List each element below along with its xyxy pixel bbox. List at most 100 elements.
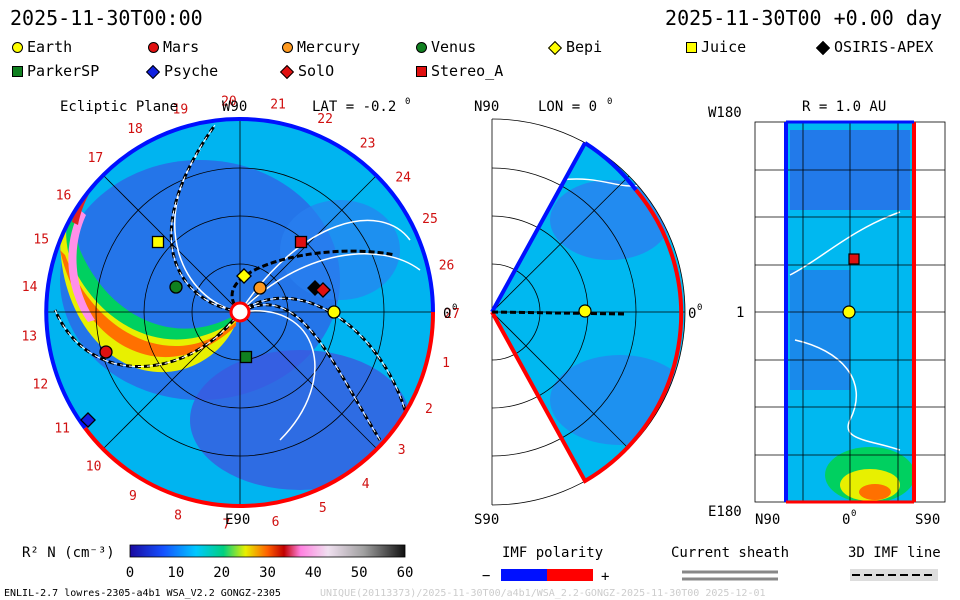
legend-label: Psyche bbox=[164, 62, 219, 80]
sector-number: 6 bbox=[272, 515, 280, 530]
ecliptic-panel: 20 21222324252627123456789101112131415161… bbox=[21, 94, 459, 532]
radial-earth-marker bbox=[842, 305, 856, 319]
sector-number: 13 bbox=[21, 329, 37, 344]
sector-number: 8 bbox=[174, 509, 182, 524]
colorbar-tick: 50 bbox=[351, 565, 368, 581]
ecliptic-right-label: 0 bbox=[443, 306, 451, 322]
meridional-bottom-label: S90 bbox=[474, 512, 499, 528]
ecliptic-top-label: W90 bbox=[222, 99, 247, 115]
meridional-edge-top bbox=[490, 142, 587, 313]
imf-title: IMF polarity bbox=[502, 545, 603, 561]
meridional-rim-neg bbox=[583, 141, 638, 192]
meridional-right-degree: 0 bbox=[697, 303, 702, 313]
legend-item-psyche: Psyche bbox=[145, 62, 219, 80]
legend-marker-circle-icon bbox=[282, 42, 293, 53]
left-timestamp: 2025-11-30T00:00 bbox=[10, 6, 203, 30]
sector-number: 19 bbox=[173, 103, 189, 118]
sector-number: 5 bbox=[319, 501, 327, 516]
colorbar-tick: 30 bbox=[259, 565, 276, 581]
radial-bottom-left-label: E180 bbox=[708, 504, 742, 520]
sector-number: 2 bbox=[425, 402, 433, 417]
sector-number: 4 bbox=[362, 477, 370, 492]
legend-item-venus: Venus bbox=[416, 38, 476, 56]
footer-left: ENLIL-2.7 lowres-2305-a4b1 WSA_V2.2 GONG… bbox=[4, 588, 281, 599]
radial-axis-0: 0 bbox=[842, 512, 850, 528]
rim-negative-2 bbox=[239, 117, 435, 313]
sector-number: 20 bbox=[221, 94, 237, 109]
sector-number: 12 bbox=[33, 377, 49, 392]
legend-label: Earth bbox=[27, 38, 73, 56]
legend-item-osiris-apex: OSIRIS-APEX bbox=[815, 38, 934, 56]
sector-number: 25 bbox=[422, 212, 438, 227]
legend-marker-circle-icon bbox=[12, 42, 23, 53]
marker-psyche bbox=[80, 412, 96, 428]
marker-solo bbox=[315, 282, 331, 298]
ecliptic-lat-label: LAT = -0.2 bbox=[312, 99, 396, 115]
meridional-panel bbox=[490, 118, 686, 506]
legend-label: Mars bbox=[163, 38, 200, 56]
ecliptic-right-degree: 0 bbox=[452, 303, 457, 313]
sector-number: 7 bbox=[223, 518, 231, 533]
rim-negative bbox=[44, 116, 241, 430]
radial-axis-degree: 0 bbox=[851, 509, 856, 519]
ecliptic-bottom-label: E90 bbox=[225, 512, 250, 528]
legend-item-stereo-a: Stereo_A bbox=[416, 62, 503, 80]
marker-mercury bbox=[253, 281, 267, 295]
legend-label: ParkerSP bbox=[27, 62, 100, 80]
meridional-top-label: N90 bbox=[474, 99, 499, 115]
meridional-imf-line bbox=[491, 310, 626, 316]
right-timestamp: 2025-11-30T00 +0.00 day bbox=[665, 6, 942, 30]
current-sheath-title: Current sheath bbox=[671, 545, 789, 561]
colorbar-label: R² N (cm⁻³) bbox=[22, 545, 115, 561]
imf-positive-swatch bbox=[547, 569, 593, 581]
sector-number: 15 bbox=[33, 232, 49, 247]
sector-number: 26 bbox=[439, 258, 455, 273]
legend-marker-circle-icon bbox=[416, 42, 427, 53]
sector-number: 22 bbox=[317, 112, 333, 127]
marker-mars bbox=[99, 345, 113, 359]
marker-parkersp bbox=[239, 350, 253, 364]
lat-degree: 0 bbox=[405, 97, 410, 107]
radial-axis-n90: N90 bbox=[755, 512, 780, 528]
meridional-right-label: 0 bbox=[688, 306, 696, 322]
radial-axis-s90: S90 bbox=[915, 512, 940, 528]
radial-top-left-label: W180 bbox=[708, 105, 742, 121]
ecliptic-title: Ecliptic Plane bbox=[60, 99, 178, 115]
sector-number: 11 bbox=[54, 421, 70, 436]
legend-label: OSIRIS-APEX bbox=[834, 38, 934, 56]
legend-label: Venus bbox=[431, 38, 477, 56]
sector-number: 17 bbox=[88, 151, 104, 166]
legend-marker-square-icon bbox=[686, 42, 697, 53]
colorbar-tick: 20 bbox=[213, 565, 230, 581]
sector-number: 3 bbox=[398, 443, 406, 458]
imf-plus: + bbox=[601, 569, 609, 585]
legend-marker-circle-icon bbox=[148, 42, 159, 53]
ecliptic-density bbox=[60, 160, 410, 490]
meridional-earth-marker bbox=[578, 304, 592, 318]
radial-mid-left-label: 1 bbox=[736, 305, 744, 321]
sector-number: 9 bbox=[129, 489, 137, 504]
meridional-lon-label: LON = 0 bbox=[538, 99, 597, 115]
legend-label: Bepi bbox=[566, 38, 603, 56]
imf-negative-swatch bbox=[501, 569, 547, 581]
legend-marker-square-icon bbox=[416, 66, 427, 77]
colorbar-tick: 10 bbox=[167, 565, 184, 581]
sector-number: 24 bbox=[395, 171, 411, 186]
sector-number: 27 bbox=[444, 307, 460, 322]
legend-marker-square-icon bbox=[12, 66, 23, 77]
legend-item-bepi: Bepi bbox=[547, 38, 603, 56]
sector-number: 16 bbox=[56, 188, 72, 203]
marker-earth bbox=[327, 305, 341, 319]
marker-bepi bbox=[236, 268, 252, 284]
legend-label: Stereo_A bbox=[431, 62, 504, 80]
legend-label: Mercury bbox=[297, 38, 361, 56]
marker-stereo-a bbox=[294, 235, 308, 249]
sun bbox=[229, 301, 251, 323]
sector-number: 18 bbox=[127, 122, 143, 137]
ecliptic-markers bbox=[80, 235, 341, 428]
marker-venus bbox=[169, 280, 183, 294]
sector-number: 1 bbox=[442, 356, 450, 371]
sector-numbers: 20 21222324252627123456789101112131415161… bbox=[21, 94, 459, 532]
legend-item-mars: Mars bbox=[148, 38, 199, 56]
